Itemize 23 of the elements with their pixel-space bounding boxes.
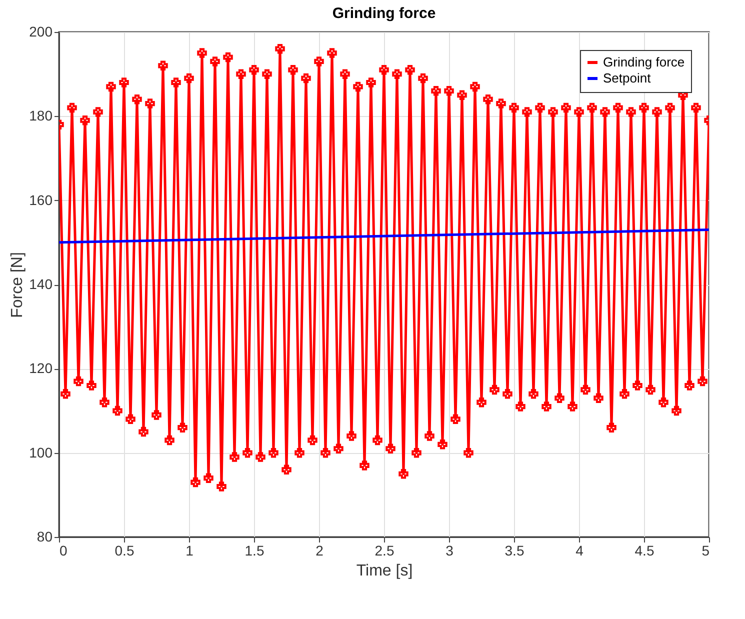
y-tick-label: 160 bbox=[29, 192, 53, 208]
x-tick-label: 4 bbox=[576, 542, 584, 558]
legend-label: Grinding force bbox=[603, 54, 685, 70]
x-tick-label: 2.5 bbox=[374, 542, 394, 558]
x-tick-label: 5 bbox=[702, 542, 710, 558]
x-tick-label: 3.5 bbox=[504, 542, 524, 558]
y-tick-label: 140 bbox=[29, 276, 53, 292]
y-tick-label: 80 bbox=[36, 528, 53, 544]
x-tick-label: 2 bbox=[316, 542, 324, 558]
x-axis-title: Time [s] bbox=[356, 562, 413, 580]
chart-title: Grinding force bbox=[332, 5, 436, 22]
y-tick-label: 120 bbox=[29, 360, 53, 376]
x-tick-label: 0.5 bbox=[114, 542, 134, 558]
y-tick-label: 180 bbox=[29, 108, 53, 124]
x-tick-label: 4.5 bbox=[634, 542, 654, 558]
legend-label: Setpoint bbox=[603, 70, 652, 86]
x-tick-label: 1 bbox=[186, 542, 194, 558]
y-tick-label: 200 bbox=[29, 24, 53, 40]
x-tick-label: 3 bbox=[446, 542, 454, 558]
y-axis-title: Force [N] bbox=[9, 252, 26, 318]
y-tick-label: 100 bbox=[29, 444, 53, 460]
x-tick-label: 1.5 bbox=[244, 542, 264, 558]
x-tick-label: 0 bbox=[60, 542, 68, 558]
